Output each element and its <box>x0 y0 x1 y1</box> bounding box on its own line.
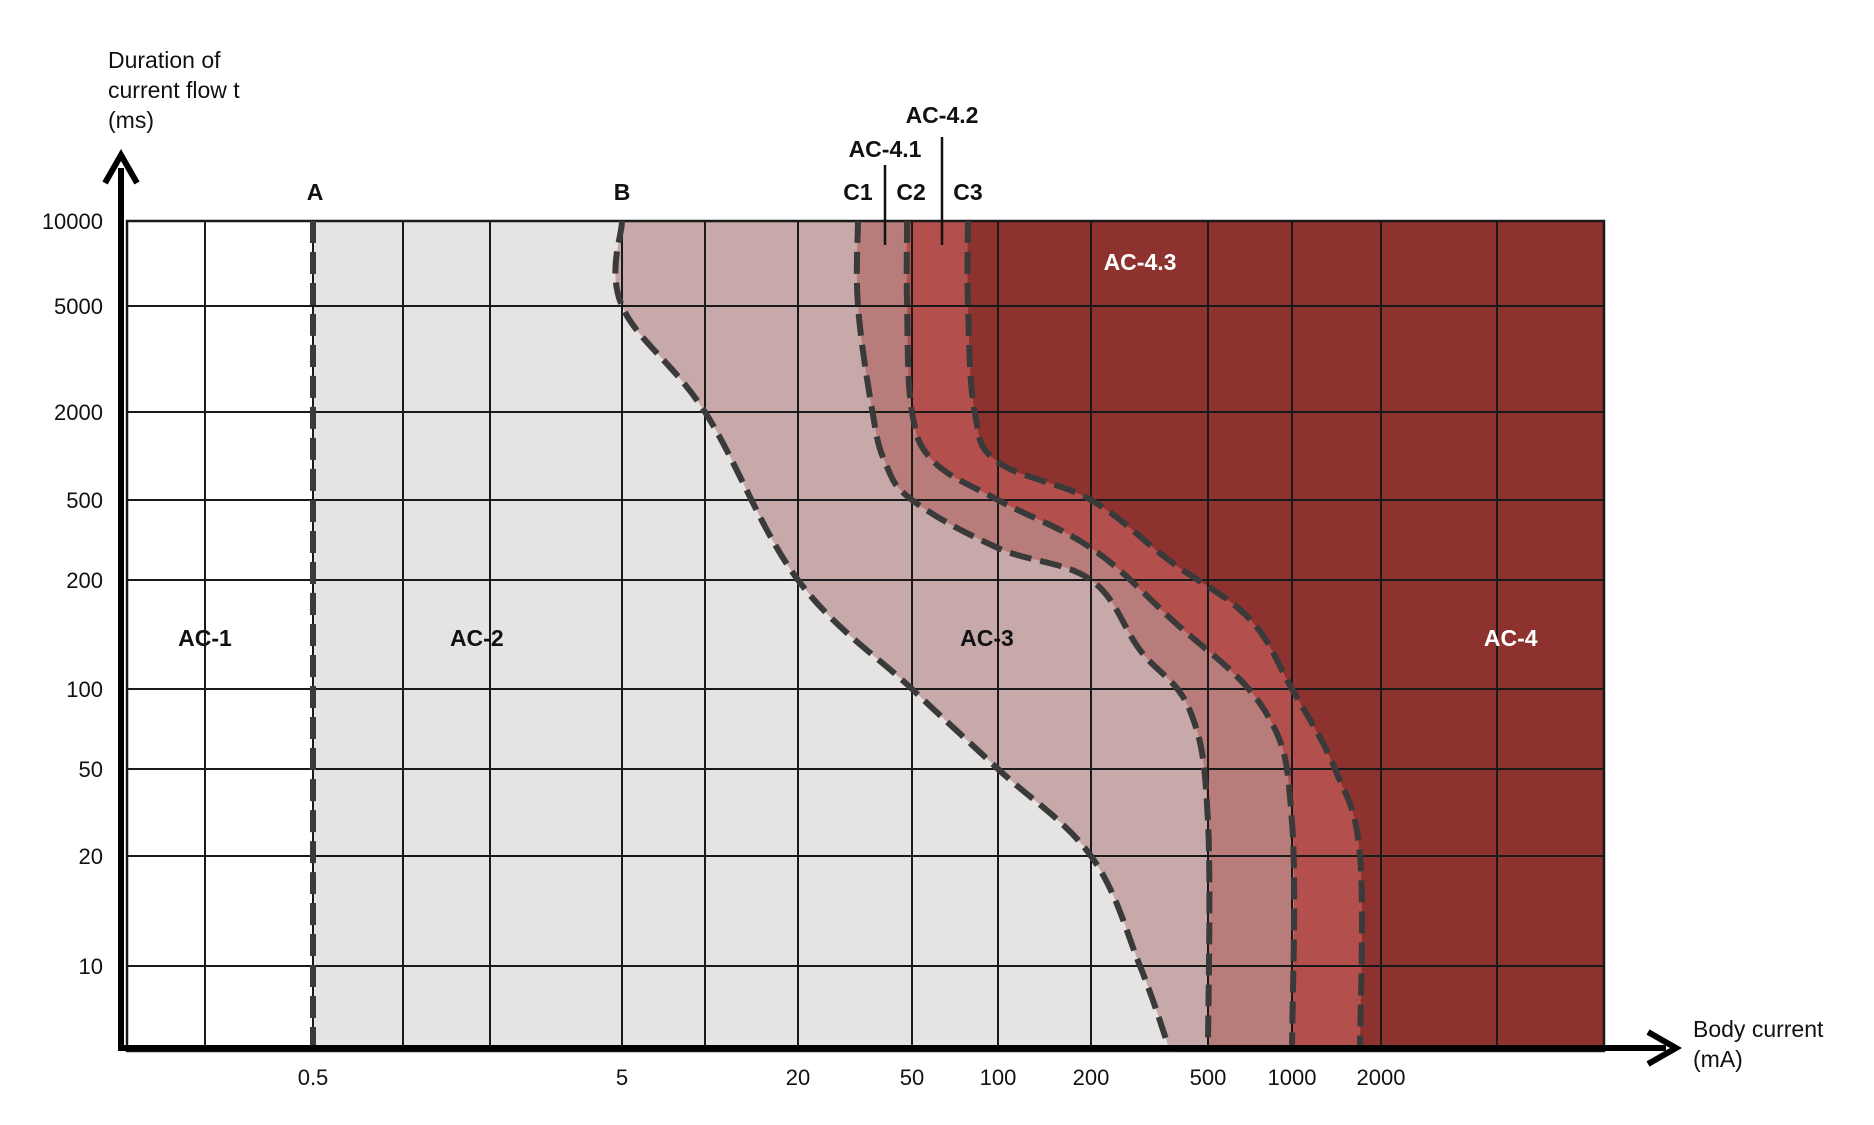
curve-label: B <box>614 179 631 205</box>
x-tick-label: 20 <box>786 1065 810 1090</box>
subzone-label: AC-4.2 <box>906 102 979 128</box>
zone-label: AC-2 <box>450 625 504 651</box>
labels: 10000 5000 2000 500 200 100 50 20 10 0.5 5 20 50 100 2… <box>42 47 1824 1090</box>
x-axis-arrowhead <box>1646 1029 1683 1067</box>
curve-label: C2 <box>896 179 925 205</box>
x-tick-label: 5 <box>616 1065 628 1090</box>
x-tick-label: 100 <box>980 1065 1017 1090</box>
x-tick-label: 0.5 <box>298 1065 329 1090</box>
subzone-label: AC-4.1 <box>849 136 922 162</box>
y-axis-arrowhead <box>102 148 140 185</box>
y-tick-label: 5000 <box>54 294 103 319</box>
zone-ac4-3 <box>967 221 1604 1051</box>
y-tick-label: 10 <box>79 954 103 979</box>
curve-label: C3 <box>953 179 982 205</box>
x-axis-title: Body current <box>1693 1016 1824 1042</box>
curve-label: C1 <box>843 179 873 205</box>
x-tick-label: 2000 <box>1357 1065 1406 1090</box>
curve-c1 <box>853 220 1213 1052</box>
y-tick-label: 200 <box>66 568 103 593</box>
zone-label: AC-4 <box>1484 625 1538 651</box>
y-tick-label: 2000 <box>54 400 103 425</box>
y-tick-label: 10000 <box>42 209 103 234</box>
curve-label: A <box>307 179 324 205</box>
zone-label: AC-1 <box>178 625 232 651</box>
y-tick-label: 20 <box>79 844 103 869</box>
x-axis-title: (mA) <box>1693 1046 1743 1072</box>
zone-label: AC-4.3 <box>1104 249 1177 275</box>
boundary-curves <box>309 220 1365 1052</box>
y-tick-label: 100 <box>66 677 103 702</box>
curve-c3 <box>964 220 1365 1052</box>
x-tick-label: 50 <box>900 1065 924 1090</box>
x-tick-label: 500 <box>1190 1065 1227 1090</box>
x-tick-label: 1000 <box>1268 1065 1317 1090</box>
zone-label: AC-3 <box>960 625 1014 651</box>
x-tick-label: 200 <box>1073 1065 1110 1090</box>
y-axis-title: Duration of <box>108 47 221 73</box>
y-axis-title: current flow t <box>108 77 240 103</box>
zone-fills <box>127 221 1604 1051</box>
y-tick-label: 50 <box>79 757 103 782</box>
y-axis-title: (ms) <box>108 107 154 133</box>
axes <box>102 148 1683 1067</box>
y-tick-label: 500 <box>66 488 103 513</box>
curve-b <box>612 220 1173 1052</box>
